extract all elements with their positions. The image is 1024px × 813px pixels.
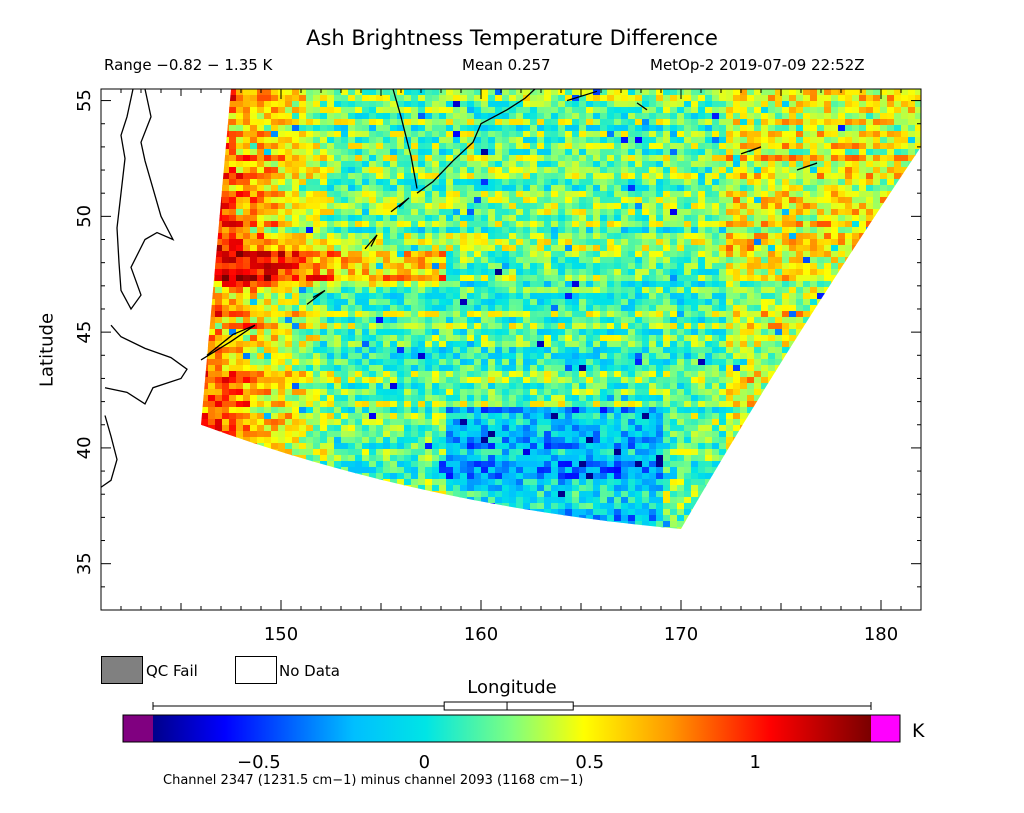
no-data-swatch	[235, 656, 277, 684]
x-tick-label: 170	[664, 624, 698, 645]
colorbar-tick-label: −0.5	[237, 752, 281, 773]
y-tick-label: 45	[74, 321, 95, 344]
y-ticks: 35 40 45 50 55	[74, 89, 921, 588]
colorbar-underflow	[123, 715, 153, 742]
satellite-time-label: MetOp-2 2019-07-09 22:52Z	[650, 56, 865, 74]
mean-label: Mean 0.257	[462, 56, 551, 74]
y-tick-label: 50	[74, 205, 95, 228]
swath-heatmap	[201, 89, 921, 529]
y-tick-label: 55	[74, 89, 95, 112]
plot-frame	[100, 88, 922, 611]
y-tick-label: 35	[74, 552, 95, 575]
colorbar: −0.5 0 0.5 1	[122, 714, 901, 773]
boxplot	[152, 701, 872, 711]
no-data-label: No Data	[279, 662, 340, 680]
qc-fail-swatch	[101, 656, 143, 684]
x-axis-label: Longitude	[467, 677, 557, 698]
colorbar-tick-label: 1	[749, 752, 760, 773]
colorbar-overflow	[871, 715, 900, 742]
colorbar-unit: K	[912, 720, 925, 742]
x-tick-label: 160	[464, 624, 498, 645]
qc-fail-label: QC Fail	[146, 662, 198, 680]
range-label: Range −0.82 − 1.35 K	[104, 56, 273, 74]
colorbar-gradient	[153, 715, 871, 742]
x-ticks: 150 160 170 180	[120, 89, 922, 645]
x-tick-label: 150	[264, 624, 298, 645]
coastlines	[100, 88, 818, 488]
colorbar-tick-label: 0	[419, 752, 430, 773]
x-tick-label: 180	[864, 624, 898, 645]
colorbar-tick-label: 0.5	[575, 752, 604, 773]
channel-caption: Channel 2347 (1231.5 cm−1) minus channel…	[163, 773, 584, 788]
chart-title: Ash Brightness Temperature Difference	[306, 26, 718, 50]
y-axis-label: Latitude	[36, 312, 58, 388]
y-tick-label: 40	[74, 436, 95, 459]
